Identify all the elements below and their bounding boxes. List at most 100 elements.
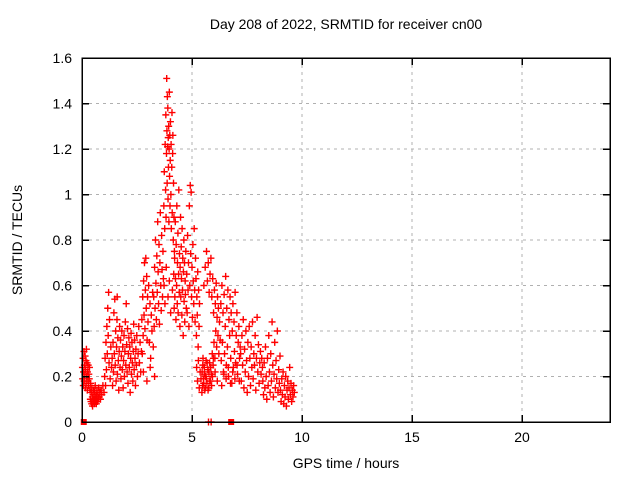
plus-marker [257, 370, 265, 378]
plus-marker [255, 379, 263, 387]
plus-marker [153, 288, 161, 296]
plus-marker [118, 327, 126, 335]
plus-marker [242, 327, 250, 335]
plus-marker [218, 282, 226, 289]
plus-marker [138, 350, 146, 358]
plus-marker [155, 241, 163, 249]
plus-marker [109, 338, 117, 346]
plus-marker [103, 322, 111, 330]
plus-marker [247, 382, 255, 390]
plus-marker [245, 373, 253, 380]
plus-marker [155, 320, 163, 328]
plus-marker [151, 304, 159, 312]
plus-marker [156, 259, 164, 267]
plus-marker [135, 322, 143, 330]
plus-marker [253, 313, 261, 321]
plus-marker [129, 377, 137, 385]
plus-marker [174, 229, 182, 237]
plus-marker [159, 247, 167, 255]
plus-marker [184, 286, 192, 294]
plus-marker [117, 352, 125, 360]
plus-marker [282, 402, 290, 410]
plus-marker [128, 370, 135, 378]
plus-marker [173, 259, 181, 267]
plus-marker [185, 322, 193, 330]
plus-marker [199, 382, 207, 390]
plus-marker [214, 293, 222, 301]
plus-marker [123, 368, 131, 376]
plus-marker [265, 368, 273, 376]
plus-marker [160, 282, 168, 289]
plus-marker [157, 307, 165, 315]
plus-marker [126, 388, 134, 396]
plus-marker [128, 359, 136, 367]
plus-marker [166, 202, 174, 210]
plus-marker [265, 332, 273, 340]
plus-marker [102, 366, 110, 374]
plus-marker [290, 388, 298, 396]
x-tick-label: 20 [514, 429, 530, 445]
plus-marker [280, 382, 288, 390]
plus-marker [185, 202, 193, 210]
plus-marker [235, 322, 243, 330]
plus-marker [158, 266, 166, 274]
x-tick-label: 10 [294, 429, 310, 445]
plus-marker [117, 375, 125, 383]
plus-marker [230, 318, 238, 326]
plus-marker [245, 322, 253, 330]
plus-marker [145, 282, 153, 289]
plus-marker [120, 373, 128, 380]
plus-marker [198, 368, 206, 376]
plus-marker [234, 338, 242, 346]
plus-marker [180, 236, 188, 244]
plus-marker [164, 195, 172, 203]
plus-marker [205, 288, 213, 296]
plus-marker [168, 286, 176, 294]
plus-marker [142, 254, 150, 262]
plus-marker [122, 300, 130, 308]
plus-marker [223, 343, 231, 351]
plus-marker [214, 304, 222, 312]
y-tick-label: 0.2 [53, 369, 73, 385]
plus-marker [239, 361, 247, 369]
grid-lines [82, 57, 610, 422]
plus-marker [213, 313, 221, 321]
plus-marker [195, 300, 203, 308]
plus-marker [101, 354, 109, 362]
plus-marker [187, 188, 195, 196]
plus-marker [121, 347, 129, 355]
plus-marker [211, 354, 219, 362]
plus-marker [167, 140, 175, 148]
plus-marker [222, 272, 230, 280]
plus-marker [236, 343, 244, 351]
plus-marker [87, 379, 95, 387]
plus-marker [213, 377, 221, 385]
plus-marker [261, 343, 269, 351]
y-tick-label: 1 [64, 187, 72, 203]
plus-marker [271, 384, 279, 392]
plus-marker [146, 300, 154, 308]
plus-marker [209, 361, 217, 369]
plus-marker [172, 275, 179, 283]
plus-marker [167, 191, 175, 198]
plus-marker [177, 213, 185, 221]
plus-marker [173, 202, 181, 210]
plus-marker [133, 373, 141, 380]
plus-marker [152, 279, 160, 287]
plus-marker [127, 329, 135, 337]
plus-marker [131, 382, 139, 390]
plus-marker [267, 377, 275, 385]
plus-marker [176, 322, 184, 330]
plus-marker [208, 350, 216, 358]
plus-marker [85, 363, 93, 371]
plus-marker [96, 395, 104, 403]
plus-marker [109, 368, 117, 376]
plus-marker [182, 247, 190, 255]
plus-marker [140, 277, 148, 285]
plus-marker [153, 252, 161, 260]
plus-marker [231, 375, 239, 383]
plus-marker [249, 375, 257, 383]
plus-marker [212, 327, 220, 335]
plus-marker [183, 309, 191, 317]
plus-marker [122, 361, 130, 369]
